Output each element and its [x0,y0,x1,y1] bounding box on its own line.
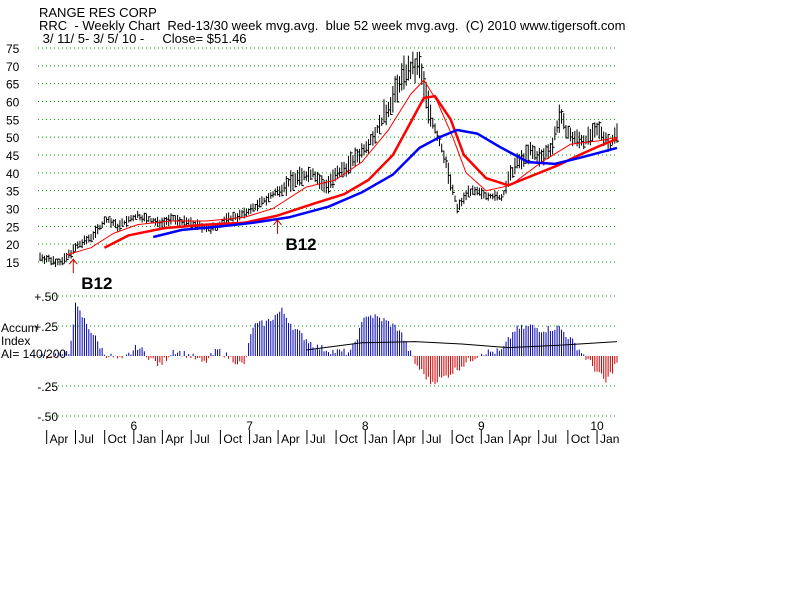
ai-tick-label: +.25 [34,320,58,334]
x-year-label: 10 [590,419,604,433]
x-month-label: Oct [339,432,358,446]
y-tick-label: 65 [6,78,20,92]
price-bars [39,51,619,268]
signal-arrow-head [68,258,78,265]
accum-trend-line [306,341,618,351]
x-year-label: 9 [478,419,485,433]
x-month-label: Oct [108,432,127,446]
x-month-label: Jul [310,432,325,446]
accum-label-1: Accum [1,321,38,335]
x-month-label: Jan [600,432,619,446]
y-tick-label: 15 [6,256,20,270]
y-tick-label: 45 [6,149,20,163]
signal-arrow-head [273,219,282,226]
y-tick-label: 25 [6,220,20,234]
x-month-label: Jul [426,432,441,446]
x-month-label: Apr [513,432,532,446]
x-month-label: Apr [50,432,69,446]
x-month-label: Jul [79,432,94,446]
y-tick-label: 60 [6,96,20,110]
y-tick-label: 70 [6,60,20,74]
y-tick-label: 40 [6,167,20,181]
x-year-label: 7 [246,419,253,433]
x-month-label: Oct [455,432,474,446]
annotations: B12 B12 [68,219,317,293]
x-month-label: Jan [137,432,156,446]
x-month-label: Oct [223,432,242,446]
x-month-label: Apr [397,432,416,446]
y-tick-label: 50 [6,131,20,145]
signal-label: B12 [285,235,316,254]
x-month-label: Apr [281,432,300,446]
x-year-label: 6 [130,419,137,433]
ai-tick-label: -.50 [37,410,58,424]
x-month-label: Apr [165,432,184,446]
accum-label-3: AI= 140/200 [1,347,67,361]
chart-title: RANGE RES CORP [39,5,157,20]
signal-label: B12 [81,274,112,293]
y-tick-label: 75 [6,42,20,56]
x-month-label: Oct [571,432,590,446]
ai-tick-label: -.25 [37,380,58,394]
ai-tick-label: +.50 [34,290,58,304]
x-year-label: 8 [362,419,369,433]
chart-subtitle: RRC - Weekly Chart Red-13/30 week mvg.av… [39,18,626,33]
grid: 75 70 65 60 55 50 45 40 35 30 25 20 15 +.50 +.25 -.25 -.… [6,42,617,424]
y-tick-label: 35 [6,185,20,199]
x-month-label: Jan [368,432,387,446]
moving-average-line [66,79,618,256]
accum-label-2: Index [1,334,31,348]
y-tick-label: 20 [6,238,20,252]
x-month-label: Jul [194,432,209,446]
chart-date-range: 3/ 11/ 5- 3/ 5/ 10 - Close= $51.46 [39,31,247,46]
moving-average-line [152,128,618,239]
x-month-label: Jan [253,432,272,446]
accum-index-panel [39,302,618,385]
x-month-label: Jul [542,432,557,446]
x-month-label: Jan [484,432,503,446]
x-axis: Apr Jul Oct Jan Apr Jul Oct Jan Apr Jul Oct Jan Apr J… [46,419,619,446]
moving-averages [66,79,618,256]
y-tick-label: 30 [6,203,20,217]
moving-average-line [103,94,618,249]
y-tick-label: 55 [6,113,20,127]
